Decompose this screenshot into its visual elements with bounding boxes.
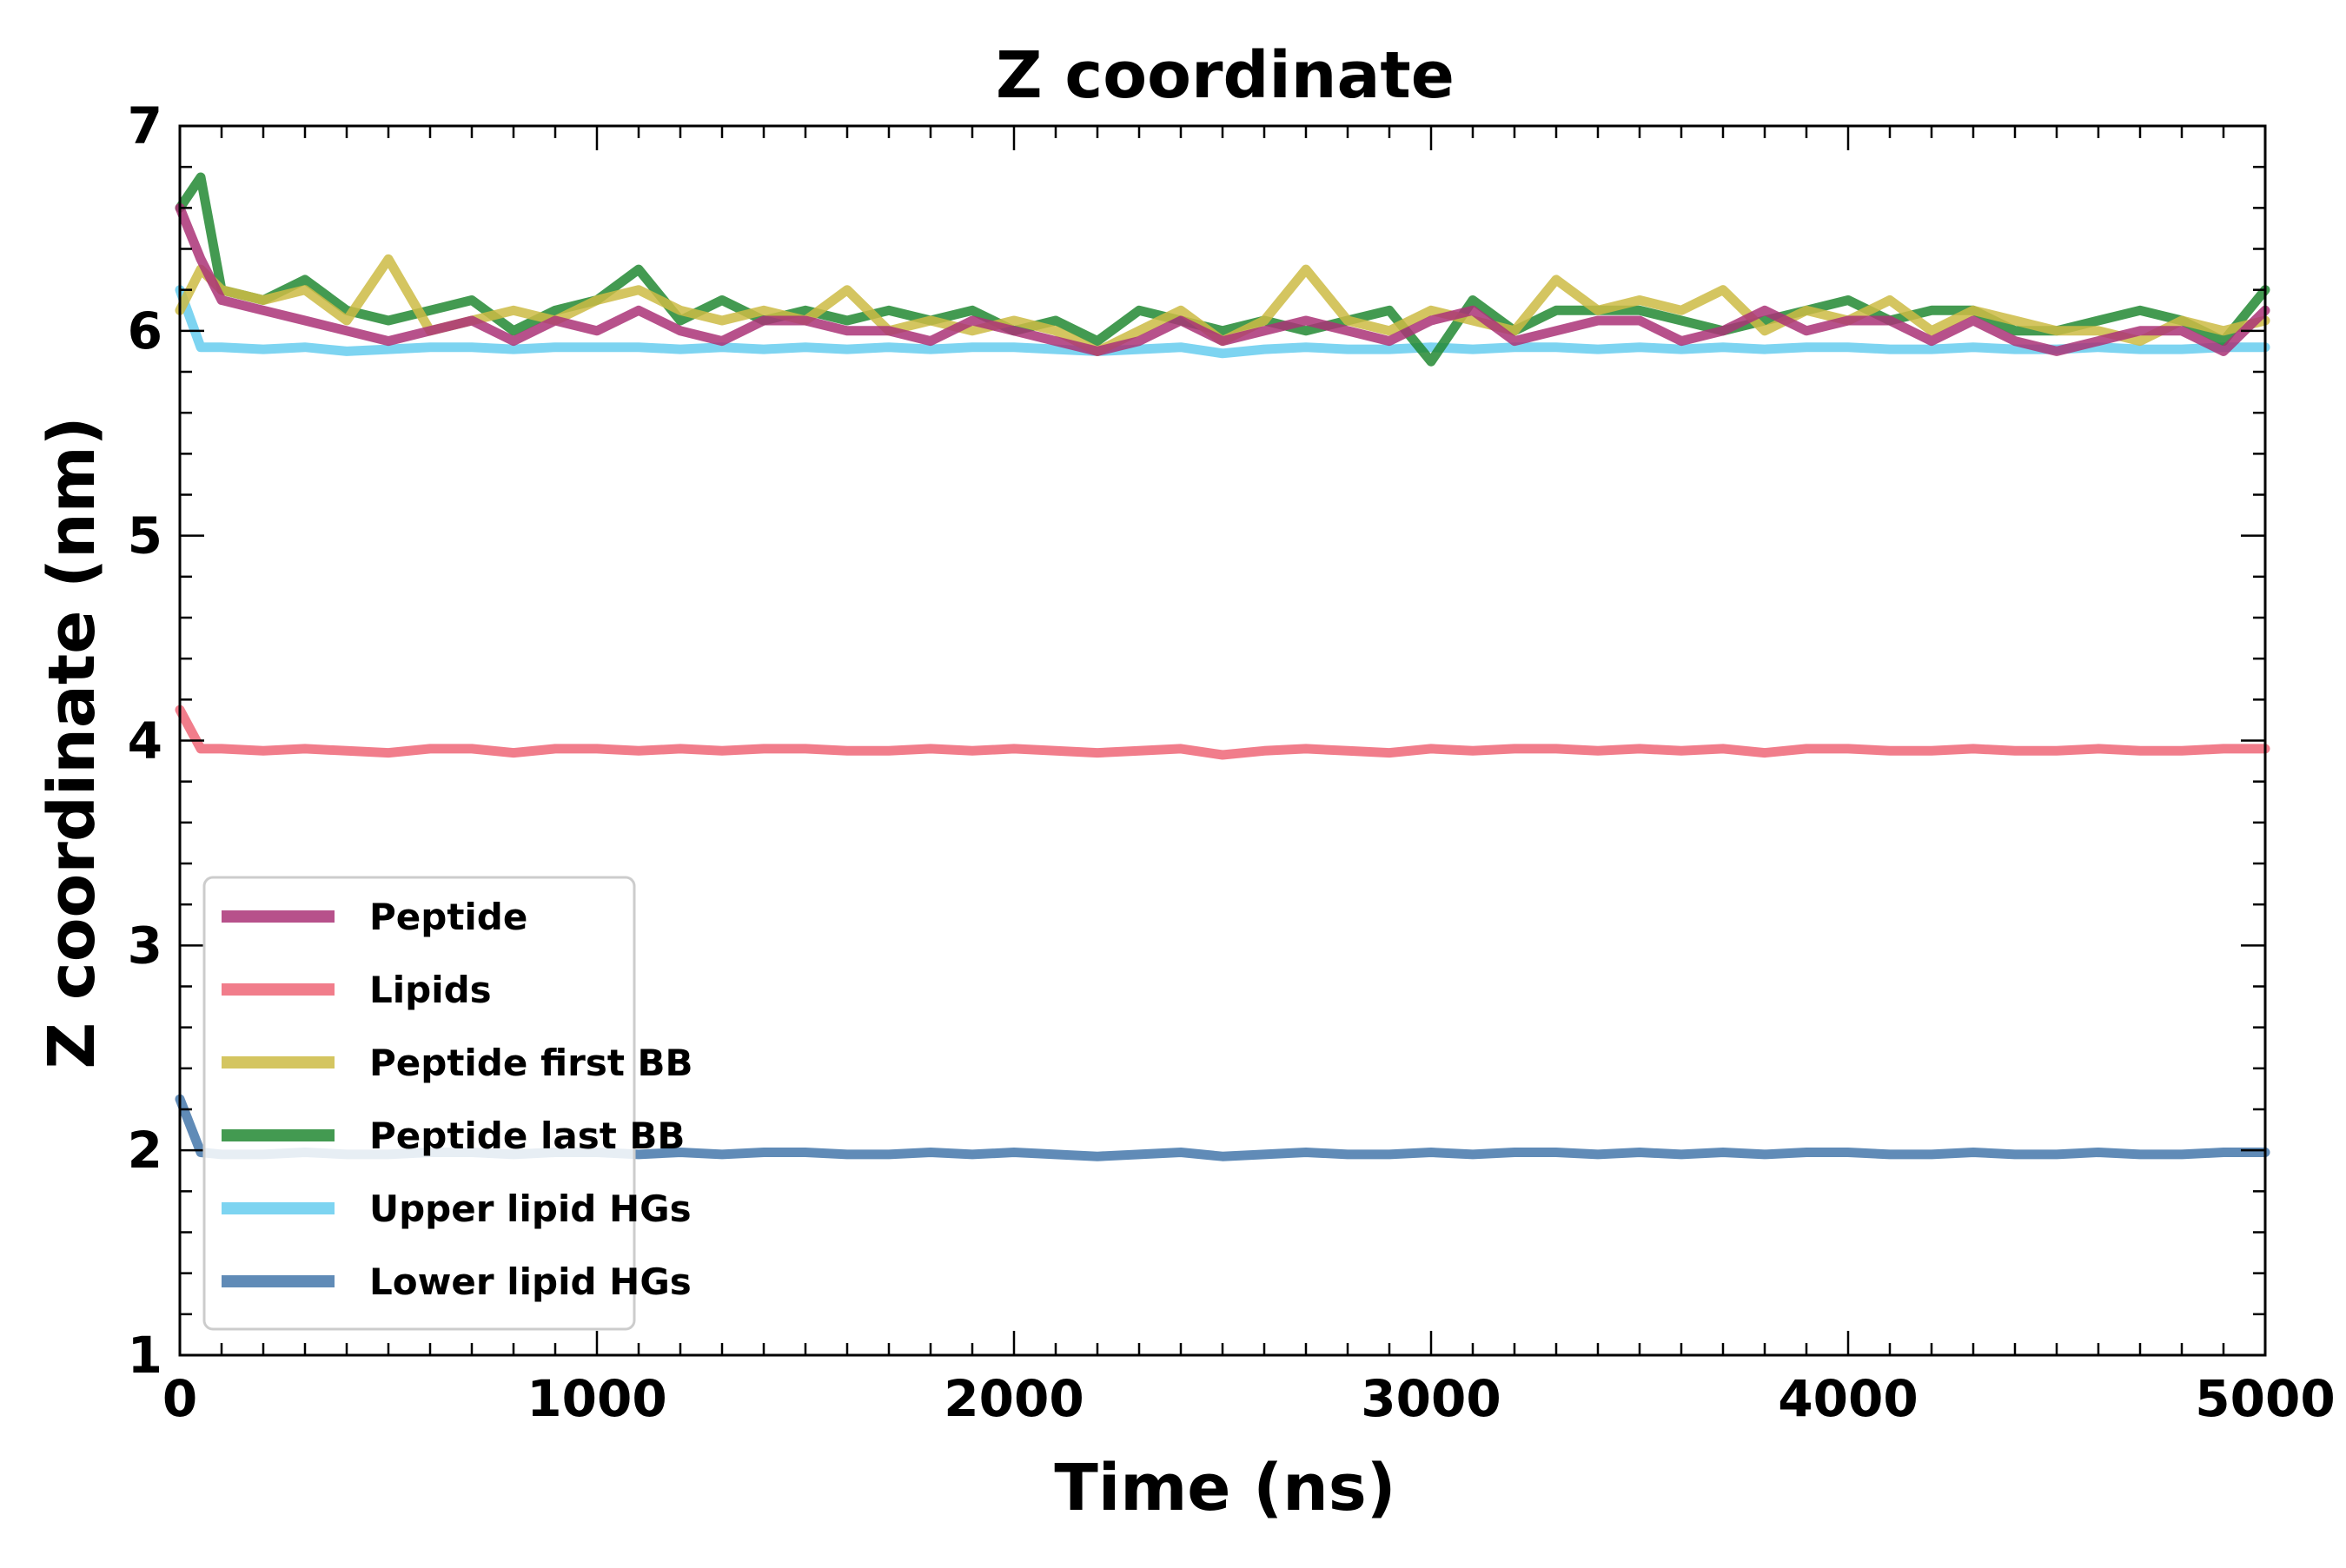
x-tick-label: 0 [162,1369,197,1428]
legend-label: Peptide [369,896,527,938]
x-tick-label: 5000 [2195,1369,2335,1428]
legend-label: Peptide first BB [369,1042,693,1084]
series-line-upper-lipid-hgs [175,285,2270,359]
y-tick-label: 1 [128,1326,162,1385]
legend-label: Lower lipid HGs [369,1260,692,1303]
y-tick-label: 5 [128,506,162,566]
y-tick-label: 4 [128,711,162,771]
chart-title: Z coordinate [996,38,1455,113]
y-tick-label: 3 [128,916,162,975]
y-axis-label: Z coordinate (nm) [35,416,109,1068]
series-line-peptide [175,202,2270,356]
legend-label: Peptide last BB [369,1115,685,1157]
legend: Peptide Lipids Peptide first BB Peptide las… [202,876,693,1331]
x-axis-label: Time (ns) [1054,1451,1395,1525]
y-tick-label: 2 [128,1121,162,1180]
x-tick-label: 4000 [1778,1369,1918,1428]
axes-layer: 0 1000 2000 3000 4000 5000 1 2 3 4 5 6 7 [128,96,2336,1428]
x-tick-label: 2000 [944,1369,1084,1428]
y-tick-label: 6 [128,301,162,361]
legend-label: Lipids [369,969,492,1011]
x-tick-label: 3000 [1361,1369,1501,1428]
y-tick-label: 7 [128,96,162,155]
series-line-lipids [175,705,2270,760]
x-tick-label: 1000 [527,1369,666,1428]
legend-label: Upper lipid HGs [369,1188,692,1230]
